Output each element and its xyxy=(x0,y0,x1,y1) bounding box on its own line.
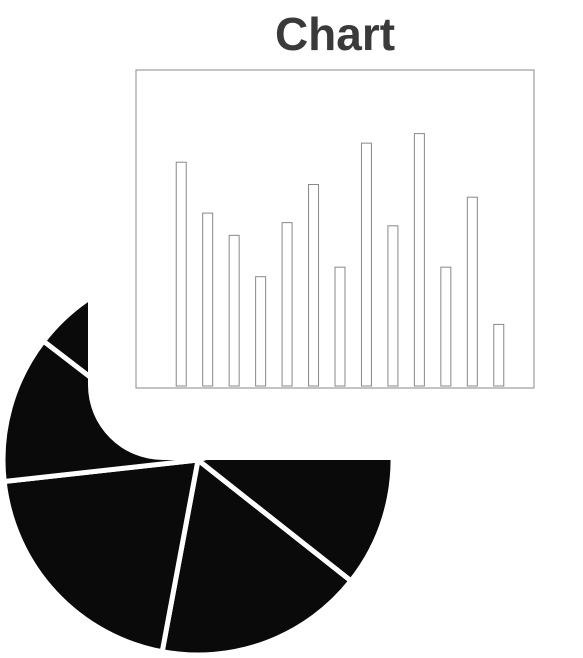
pie-slice xyxy=(1,457,201,655)
bar xyxy=(228,234,240,387)
bar xyxy=(440,266,452,387)
bar xyxy=(413,133,425,387)
bar xyxy=(202,212,214,387)
pie-slice xyxy=(159,457,354,658)
bar xyxy=(334,266,346,387)
bar xyxy=(175,161,187,387)
bar xyxy=(308,183,320,387)
bar xyxy=(387,225,399,387)
bar xyxy=(360,142,372,387)
bar xyxy=(255,276,267,387)
chart-title: Chart xyxy=(275,8,395,60)
bar xyxy=(493,323,505,387)
bar xyxy=(281,222,293,387)
bar xyxy=(466,196,478,387)
bar-layer xyxy=(175,133,505,387)
